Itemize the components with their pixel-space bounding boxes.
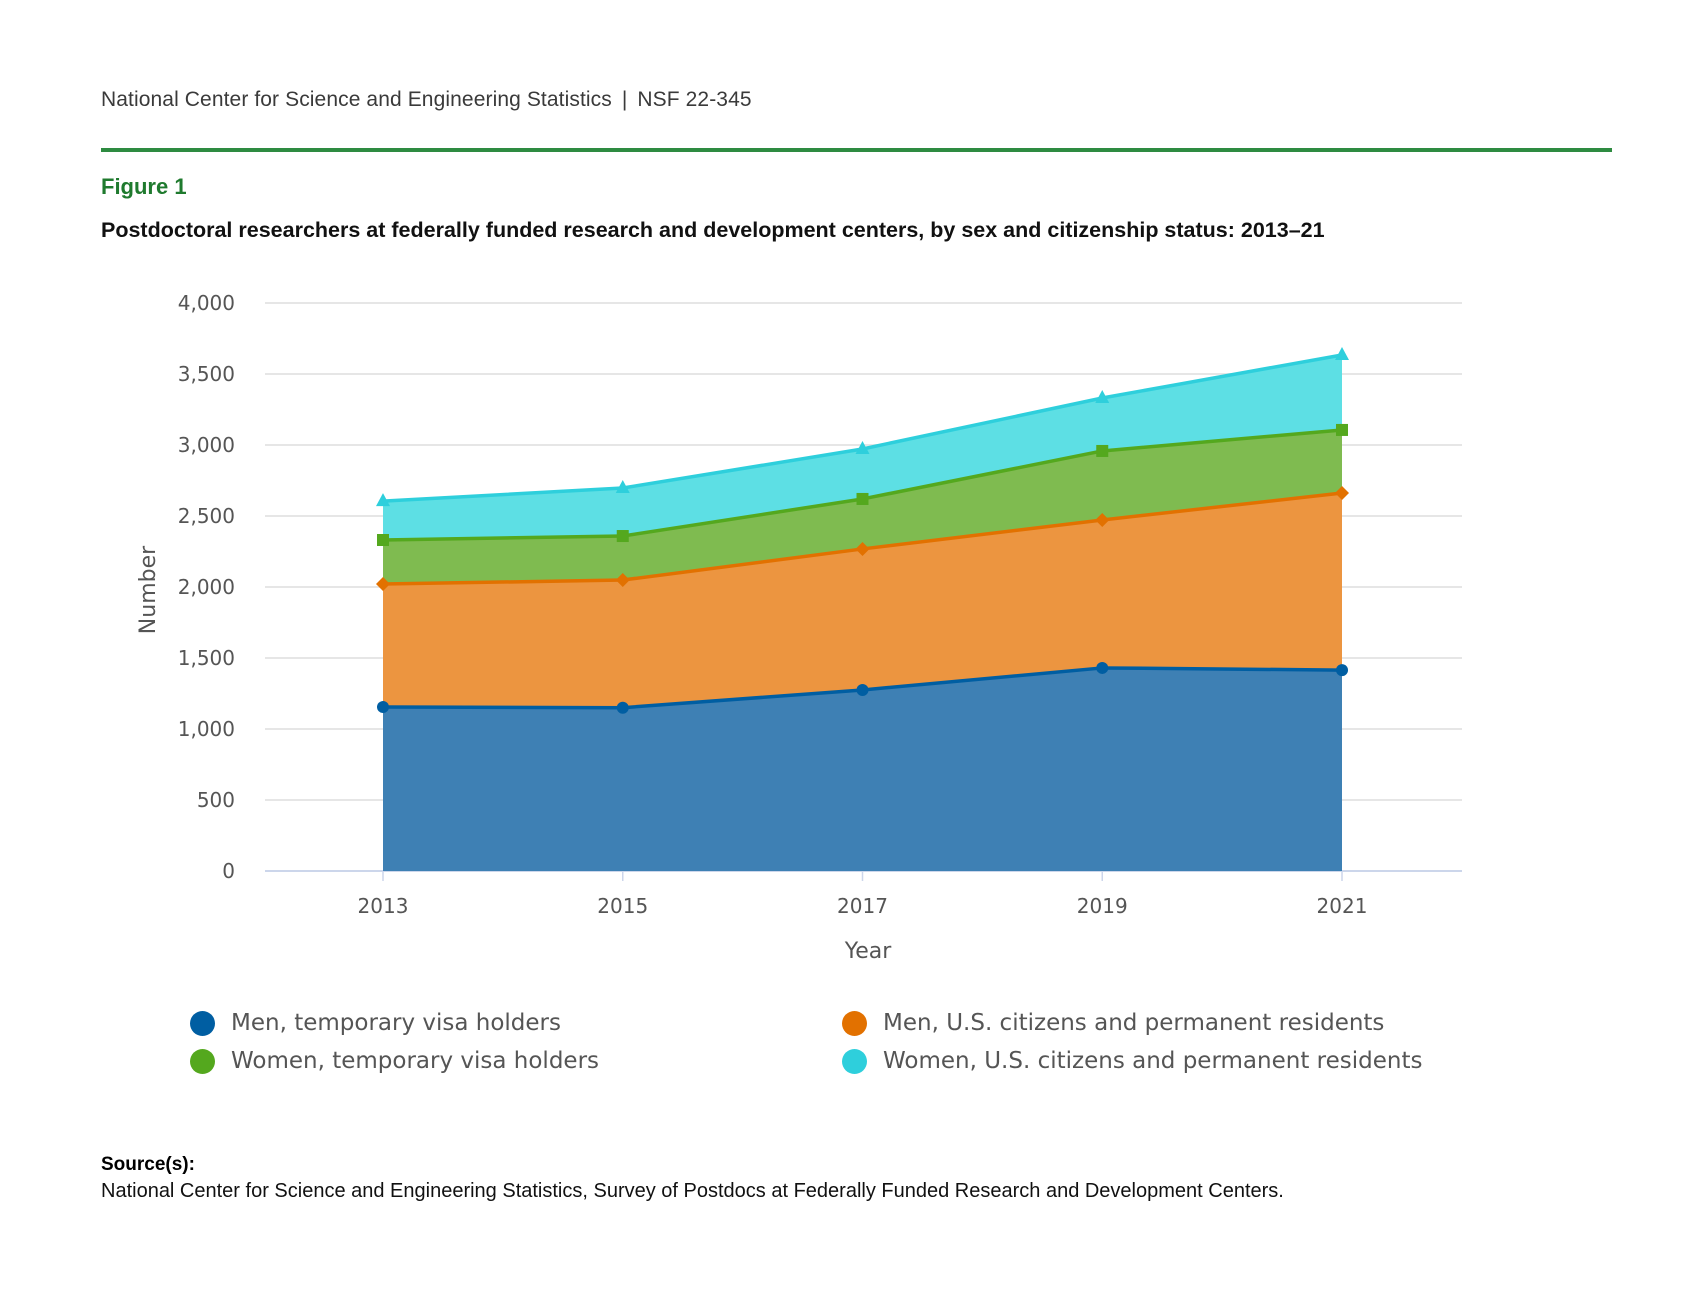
y-tick-label: 500 bbox=[197, 788, 235, 812]
area-series-2 bbox=[383, 429, 1342, 585]
data-point-diamond bbox=[376, 577, 390, 592]
legend-item-men-citizens[interactable]: Men, U.S. citizens and permanent residen… bbox=[842, 1010, 1384, 1036]
y-tick-label: 3,000 bbox=[178, 433, 235, 457]
x-tick-label: 2021 bbox=[1317, 894, 1368, 918]
data-point-circle bbox=[616, 701, 629, 714]
legend-item-women-citizens[interactable]: Women, U.S. citizens and permanent resid… bbox=[842, 1048, 1422, 1074]
legend-label: Men, temporary visa holders bbox=[231, 1010, 561, 1036]
x-tick-label: 2015 bbox=[597, 894, 648, 918]
data-point-diamond bbox=[615, 573, 630, 588]
legend-label: Men, U.S. citizens and permanent residen… bbox=[883, 1010, 1385, 1036]
data-point-triangle bbox=[1095, 389, 1110, 403]
legend-swatch-icon bbox=[842, 1010, 867, 1036]
y-tick-label: 0 bbox=[222, 859, 235, 883]
data-point-square bbox=[377, 533, 389, 546]
data-point-triangle bbox=[615, 480, 630, 494]
y-tick-label: 2,000 bbox=[178, 575, 235, 599]
figure-label: Figure 1 bbox=[101, 174, 187, 199]
data-point-square bbox=[1336, 423, 1348, 436]
area-fills bbox=[383, 354, 1342, 871]
x-tick-label: 2019 bbox=[1077, 894, 1128, 918]
y-tick-label: 4,000 bbox=[178, 291, 235, 315]
data-point-circle bbox=[1096, 661, 1109, 674]
header-divider bbox=[101, 148, 1612, 152]
data-point-diamond bbox=[1095, 512, 1110, 527]
data-point-square bbox=[616, 530, 629, 543]
y-axis-title: Number bbox=[136, 545, 161, 634]
area-series-0 bbox=[383, 667, 1342, 871]
data-point-diamond bbox=[1335, 485, 1349, 500]
data-point-circle bbox=[1336, 664, 1348, 677]
legend-label: Women, U.S. citizens and permanent resid… bbox=[883, 1048, 1423, 1074]
data-point-diamond bbox=[855, 541, 870, 556]
x-tick-label: 2013 bbox=[358, 894, 409, 918]
legend-swatch-icon bbox=[190, 1048, 215, 1074]
legend-item-women-visa[interactable]: Women, temporary visa holders bbox=[190, 1048, 599, 1074]
legend-swatch-icon bbox=[842, 1048, 867, 1074]
y-tick-label: 1,000 bbox=[178, 717, 235, 741]
source-label: Source(s): bbox=[101, 1154, 195, 1175]
header-org: National Center for Science and Engineer… bbox=[101, 88, 612, 111]
data-point-triangle bbox=[855, 440, 870, 454]
header-report-id: NSF 22-345 bbox=[637, 88, 752, 111]
data-point-square bbox=[1096, 444, 1109, 457]
area-series-1 bbox=[383, 492, 1342, 708]
series-markers bbox=[376, 346, 1349, 714]
data-point-circle bbox=[377, 700, 389, 713]
source-text: National Center for Science and Engineer… bbox=[101, 1180, 1284, 1202]
y-tick-label: 2,500 bbox=[178, 504, 235, 528]
stacked-area-chart: 05001,0001,5002,0002,5003,0003,5004,000 … bbox=[136, 291, 1462, 964]
figure-title: Postdoctoral researchers at federally fu… bbox=[101, 218, 1325, 242]
data-point-triangle bbox=[1335, 346, 1349, 360]
legend-label: Women, temporary visa holders bbox=[231, 1048, 600, 1074]
x-axis-title: Year bbox=[844, 939, 893, 964]
y-tick-label: 1,500 bbox=[178, 646, 235, 670]
data-point-circle bbox=[856, 683, 869, 696]
data-point-triangle bbox=[376, 493, 390, 507]
legend-item-men-visa[interactable]: Men, temporary visa holders bbox=[190, 1010, 561, 1036]
x-tick-label: 2017 bbox=[837, 894, 888, 918]
x-axis-ticks: 2013 2015 2017 2019 2021 bbox=[358, 871, 1368, 918]
data-point-square bbox=[856, 492, 869, 505]
legend-swatch-icon bbox=[190, 1010, 215, 1036]
header-separator: | bbox=[621, 88, 628, 111]
y-axis-ticks: 0 500 1,000 1,500 2,000 2,500 3,000 3,500 4,000 bbox=[178, 291, 235, 883]
report-header: National Center for Science and Engineer… bbox=[101, 88, 752, 112]
y-tick-label: 3,500 bbox=[178, 362, 235, 386]
